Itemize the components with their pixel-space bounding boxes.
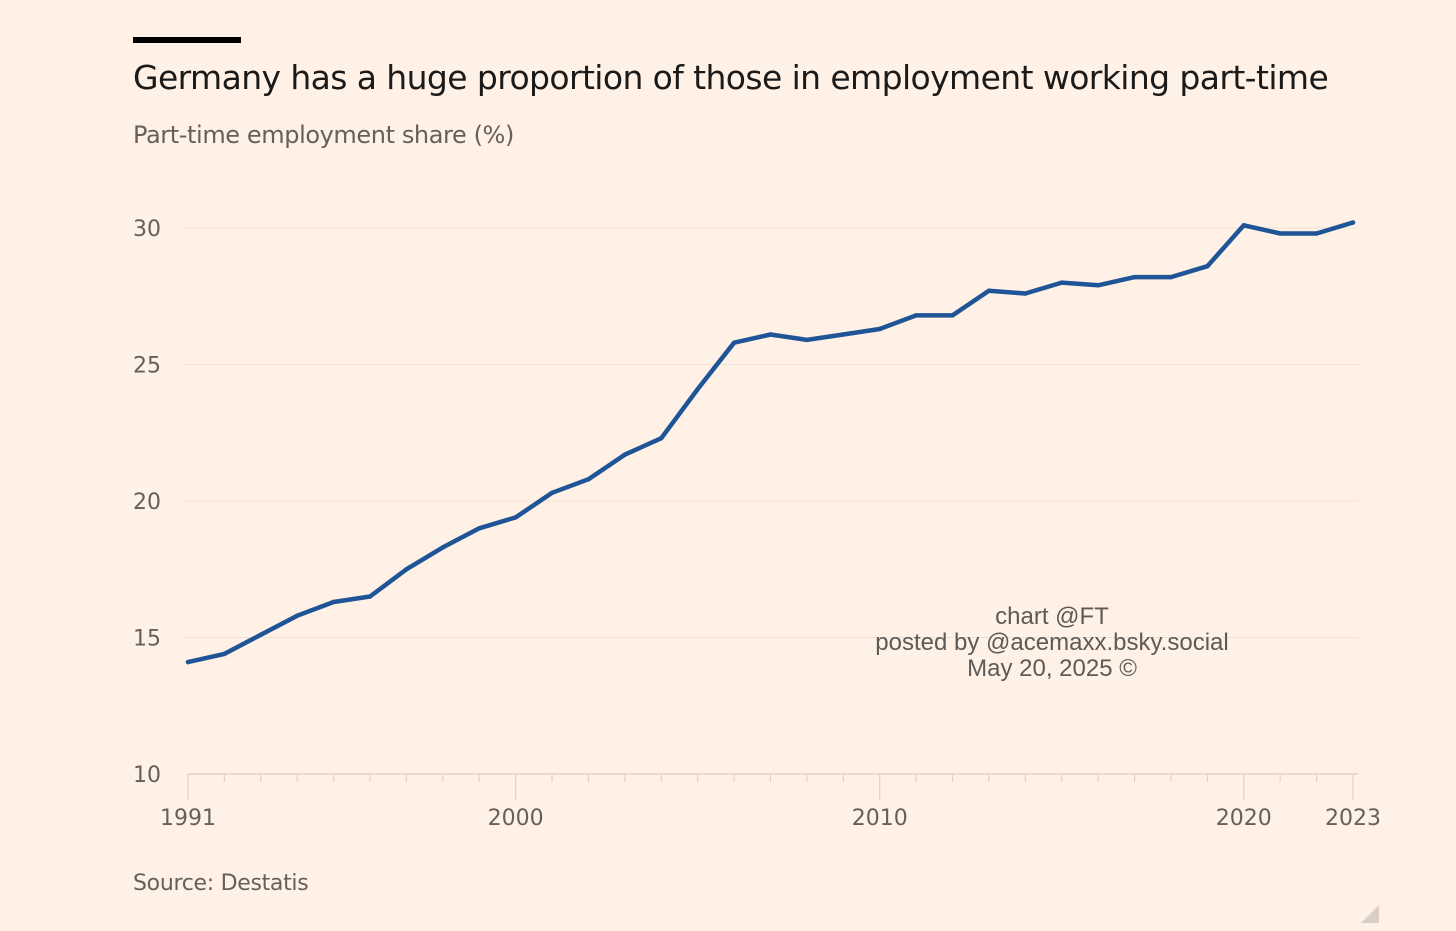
watermark: chart @FT posted by @acemaxx.bsky.social… bbox=[800, 604, 1304, 682]
watermark-line-1: chart @FT bbox=[995, 603, 1109, 630]
data-point-2020 bbox=[1241, 223, 1246, 228]
series-group bbox=[185, 220, 1356, 665]
data-point-1994 bbox=[295, 613, 300, 618]
y-tick-label-30: 30 bbox=[133, 217, 161, 242]
data-point-2016 bbox=[1095, 283, 1101, 288]
data-point-2007 bbox=[768, 332, 773, 337]
x-tick-label-2020: 2020 bbox=[1216, 806, 1272, 831]
data-point-2006 bbox=[731, 340, 737, 345]
watermark-line-2: posted by @acemaxx.bsky.social bbox=[875, 629, 1229, 656]
data-point-2023 bbox=[1350, 220, 1356, 225]
data-point-2000 bbox=[513, 515, 518, 520]
x-tick-label-1991: 1991 bbox=[160, 806, 216, 831]
title-accent-bar bbox=[133, 37, 241, 43]
data-point-2008 bbox=[804, 337, 810, 343]
data-point-1991 bbox=[185, 659, 191, 665]
data-point-1993 bbox=[258, 632, 264, 637]
data-point-1999 bbox=[477, 526, 482, 531]
y-tick-label-10: 10 bbox=[133, 763, 161, 788]
data-point-2002 bbox=[586, 476, 591, 482]
data-point-2004 bbox=[659, 436, 664, 441]
data-point-1996 bbox=[367, 594, 373, 599]
data-point-1998 bbox=[440, 545, 446, 550]
data-point-2013 bbox=[986, 288, 992, 293]
source-note: Source: Destatis bbox=[133, 871, 309, 896]
data-point-2021 bbox=[1277, 231, 1283, 236]
data-point-1995 bbox=[331, 599, 336, 605]
watermark-line-3: May 20, 2025 © bbox=[967, 655, 1137, 682]
x-axis-tick-labels: 1991 2000 2010 2020 2023 bbox=[160, 806, 1381, 831]
x-tick-label-2023: 2023 bbox=[1325, 806, 1381, 831]
x-axis bbox=[187, 773, 1358, 800]
data-point-2017 bbox=[1132, 274, 1137, 280]
data-point-2010 bbox=[877, 326, 882, 332]
data-point-2018 bbox=[1168, 274, 1174, 280]
resize-handle-icon[interactable] bbox=[1361, 905, 1379, 923]
data-point-2003 bbox=[622, 452, 628, 457]
data-point-2009 bbox=[841, 332, 846, 337]
data-point-2012 bbox=[950, 313, 955, 318]
data-point-2005 bbox=[695, 386, 700, 392]
chart-subtitle: Part-time employment share (%) bbox=[133, 121, 514, 149]
x-tick-label-2010: 2010 bbox=[852, 806, 908, 831]
data-point-1992 bbox=[222, 651, 227, 657]
y-axis-tick-labels: 10 15 20 25 30 bbox=[133, 217, 161, 788]
data-point-2001 bbox=[549, 490, 555, 496]
y-tick-label-25: 25 bbox=[133, 354, 161, 379]
series-line-0 bbox=[185, 220, 1356, 665]
gridlines bbox=[183, 227, 1358, 638]
chart-title: Germany has a huge proportion of those i… bbox=[133, 58, 1329, 97]
data-point-2015 bbox=[1059, 280, 1064, 285]
data-point-1997 bbox=[404, 567, 409, 572]
y-tick-label-15: 15 bbox=[133, 627, 161, 652]
data-point-2019 bbox=[1205, 264, 1210, 269]
data-point-2011 bbox=[913, 313, 919, 318]
data-point-2022 bbox=[1314, 231, 1319, 236]
data-point-2014 bbox=[1023, 291, 1028, 296]
x-tick-label-2000: 2000 bbox=[488, 806, 544, 831]
y-tick-label-20: 20 bbox=[133, 490, 161, 515]
